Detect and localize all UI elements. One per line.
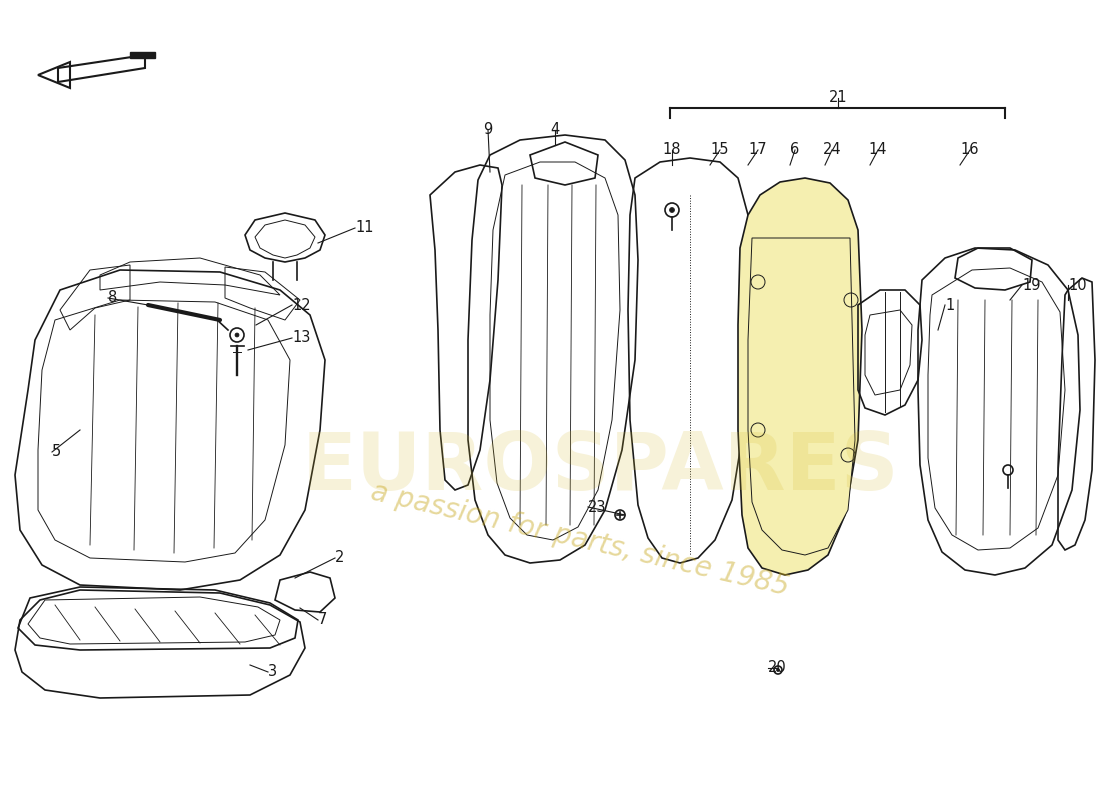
Text: 17: 17	[749, 142, 768, 158]
Text: 19: 19	[1022, 278, 1041, 293]
Circle shape	[235, 333, 239, 337]
Text: 8: 8	[108, 290, 118, 306]
Text: 20: 20	[768, 661, 786, 675]
Circle shape	[777, 669, 780, 671]
Polygon shape	[130, 52, 155, 58]
Text: EUROSPARES: EUROSPARES	[301, 429, 899, 507]
Text: 12: 12	[292, 298, 310, 313]
Text: 3: 3	[268, 665, 277, 679]
Text: 13: 13	[292, 330, 310, 346]
Polygon shape	[748, 238, 855, 555]
Text: 15: 15	[711, 142, 729, 158]
Text: 5: 5	[52, 445, 62, 459]
Text: 23: 23	[588, 499, 606, 514]
Text: 9: 9	[483, 122, 493, 138]
Text: 11: 11	[355, 221, 374, 235]
Text: 21: 21	[828, 90, 847, 106]
Text: 6: 6	[791, 142, 800, 158]
Circle shape	[670, 207, 674, 213]
Text: 4: 4	[550, 122, 560, 138]
Text: a passion for parts, since 1985: a passion for parts, since 1985	[368, 478, 792, 602]
Text: 2: 2	[336, 550, 344, 566]
Text: 7: 7	[318, 613, 328, 627]
Text: 16: 16	[960, 142, 979, 158]
Text: 1: 1	[945, 298, 955, 313]
Polygon shape	[738, 178, 862, 575]
Text: 10: 10	[1068, 278, 1087, 293]
Text: 24: 24	[823, 142, 842, 158]
Text: 14: 14	[869, 142, 888, 158]
Text: 18: 18	[662, 142, 681, 158]
